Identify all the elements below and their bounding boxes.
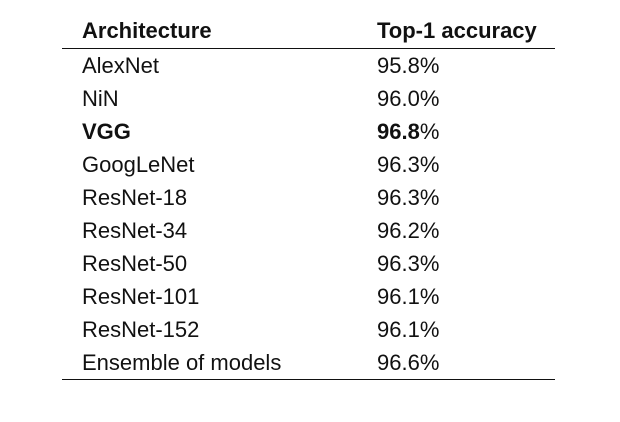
accuracy-value: 96.3 bbox=[377, 251, 420, 276]
architecture-cell: AlexNet bbox=[82, 53, 160, 78]
architecture-cell: ResNet-152 bbox=[82, 317, 200, 342]
accuracy-value: 96.3 bbox=[377, 185, 420, 210]
accuracy-unit: % bbox=[419, 86, 440, 111]
table-row: AlexNet 95.8% bbox=[62, 49, 555, 83]
table-row: ResNet-152 96.1% bbox=[62, 313, 555, 346]
table-body: AlexNet 95.8% NiN 96.0% VGG 96.8% GoogLeNet 96.… bbox=[62, 49, 555, 380]
accuracy-unit: % bbox=[419, 284, 440, 309]
architecture-cell: ResNet-18 bbox=[82, 185, 188, 210]
header-top1-accuracy: Top-1 accuracy bbox=[377, 18, 537, 43]
accuracy-value: 96.8 bbox=[377, 119, 420, 144]
table-row: ResNet-101 96.1% bbox=[62, 280, 555, 313]
architecture-cell: ResNet-34 bbox=[82, 218, 188, 243]
accuracy-unit: % bbox=[419, 251, 440, 276]
accuracy-value: 96.2 bbox=[377, 218, 420, 243]
accuracy-unit: % bbox=[419, 185, 440, 210]
accuracy-value: 95.8 bbox=[377, 53, 420, 78]
header-architecture: Architecture bbox=[82, 18, 212, 43]
accuracy-value: 96.1 bbox=[377, 284, 420, 309]
results-table-container: Architecture Top-1 accuracy AlexNet 95.8%… bbox=[62, 14, 555, 380]
accuracy-cell: 96.0% bbox=[377, 82, 555, 115]
accuracy-cell: 96.1% bbox=[377, 280, 555, 313]
architecture-cell: Ensemble of models bbox=[82, 350, 282, 375]
table-row: ResNet-18 96.3% bbox=[62, 181, 555, 214]
table-row: ResNet-50 96.3% bbox=[62, 247, 555, 280]
architecture-cell: VGG bbox=[82, 119, 131, 144]
table-row: Ensemble of models 96.6% bbox=[62, 346, 555, 380]
accuracy-value: 96.3 bbox=[377, 152, 420, 177]
accuracy-unit: % bbox=[419, 53, 440, 78]
accuracy-value: 96.6 bbox=[377, 350, 420, 375]
accuracy-unit: % bbox=[419, 350, 440, 375]
accuracy-cell: 96.2% bbox=[377, 214, 555, 247]
accuracy-value: 96.0 bbox=[377, 86, 420, 111]
accuracy-unit: % bbox=[419, 119, 440, 144]
accuracy-unit: % bbox=[419, 317, 440, 342]
accuracy-cell: 96.6% bbox=[377, 346, 555, 380]
accuracy-value: 96.1 bbox=[377, 317, 420, 342]
header-row: Architecture Top-1 accuracy bbox=[62, 14, 555, 49]
accuracy-cell: 96.8% bbox=[377, 115, 555, 148]
accuracy-cell: 95.8% bbox=[377, 49, 555, 83]
accuracy-cell: 96.3% bbox=[377, 148, 555, 181]
table-row: GoogLeNet 96.3% bbox=[62, 148, 555, 181]
table-row: VGG 96.8% bbox=[62, 115, 555, 148]
architecture-cell: ResNet-101 bbox=[82, 284, 200, 309]
accuracy-unit: % bbox=[419, 218, 440, 243]
accuracy-cell: 96.3% bbox=[377, 247, 555, 280]
accuracy-unit: % bbox=[419, 152, 440, 177]
architecture-cell: GoogLeNet bbox=[82, 152, 195, 177]
architecture-cell: ResNet-50 bbox=[82, 251, 188, 276]
table-row: NiN 96.0% bbox=[62, 82, 555, 115]
table-header: Architecture Top-1 accuracy bbox=[62, 14, 555, 49]
accuracy-cell: 96.3% bbox=[377, 181, 555, 214]
architecture-cell: NiN bbox=[82, 86, 119, 111]
accuracy-cell: 96.1% bbox=[377, 313, 555, 346]
results-table: Architecture Top-1 accuracy AlexNet 95.8%… bbox=[62, 14, 555, 380]
table-row: ResNet-34 96.2% bbox=[62, 214, 555, 247]
